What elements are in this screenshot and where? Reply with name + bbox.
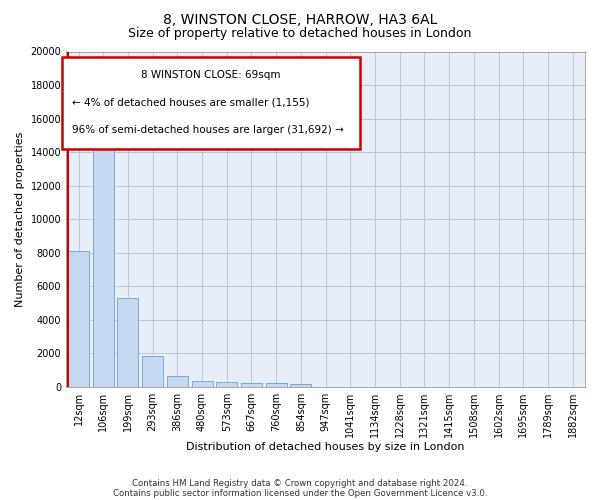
Text: 8, WINSTON CLOSE, HARROW, HA3 6AL: 8, WINSTON CLOSE, HARROW, HA3 6AL [163,12,437,26]
Bar [142,356,163,386]
Text: Contains HM Land Registry data © Crown copyright and database right 2024.: Contains HM Land Registry data © Crown c… [132,478,468,488]
Bar [241,383,262,386]
Text: 8 WINSTON CLOSE: 69sqm: 8 WINSTON CLOSE: 69sqm [142,70,281,81]
FancyBboxPatch shape [62,56,361,148]
Bar [167,376,188,386]
Bar [266,383,287,386]
Text: 96% of semi-detached houses are larger (31,692) →: 96% of semi-detached houses are larger (… [73,125,344,135]
Bar [118,298,139,386]
X-axis label: Distribution of detached houses by size in London: Distribution of detached houses by size … [187,442,465,452]
Bar [290,384,311,386]
Text: Size of property relative to detached houses in London: Size of property relative to detached ho… [128,28,472,40]
Bar [191,380,212,386]
Text: Contains public sector information licensed under the Open Government Licence v3: Contains public sector information licen… [113,488,487,498]
Bar [68,251,89,386]
Y-axis label: Number of detached properties: Number of detached properties [15,132,25,306]
Bar [93,110,114,386]
Bar [216,382,237,386]
Text: ← 4% of detached houses are smaller (1,155): ← 4% of detached houses are smaller (1,1… [73,98,310,108]
